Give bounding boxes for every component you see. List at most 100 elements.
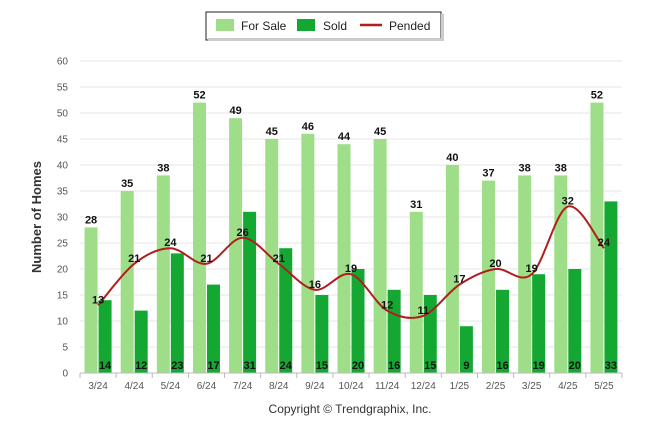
- bar-for-sale: [518, 175, 532, 373]
- data-label-pended: 11: [417, 305, 429, 317]
- x-tick-label: 2/25: [486, 381, 506, 392]
- x-tick-label: 6/24: [197, 381, 217, 392]
- bar-sold: [243, 211, 257, 373]
- bar-for-sale: [301, 133, 315, 373]
- y-tick-label: 15: [57, 291, 69, 302]
- data-label-sold: 31: [243, 360, 255, 372]
- data-label-pended: 21: [273, 253, 285, 265]
- y-tick-label: 30: [57, 213, 69, 224]
- legend-label-sold: Sold: [323, 19, 347, 33]
- data-label-pended: 17: [453, 274, 465, 286]
- bar-sold: [351, 269, 365, 373]
- bar-sold: [279, 248, 293, 373]
- data-label-pended: 19: [345, 263, 357, 275]
- data-label-for-sale: 45: [266, 126, 278, 138]
- series-line-pended: [97, 205, 605, 319]
- legend-label-pended: Pended: [389, 19, 430, 33]
- data-label-pended: 24: [598, 237, 611, 249]
- bar-for-sale: [445, 165, 459, 373]
- bar-sold: [604, 201, 618, 373]
- data-label-pended: 19: [526, 263, 538, 275]
- y-tick-label: 5: [62, 343, 68, 354]
- legend-frame: [205, 11, 442, 41]
- data-label-sold: 20: [569, 360, 581, 372]
- bar-sold: [98, 300, 112, 373]
- x-tick-label: 9/24: [305, 381, 325, 392]
- data-label-for-sale: 46: [302, 121, 314, 133]
- data-label-for-sale: 38: [157, 162, 169, 174]
- data-label-for-sale: 38: [519, 162, 531, 174]
- data-label-sold: 15: [424, 360, 436, 372]
- x-tick-label: 7/24: [233, 381, 253, 392]
- bar-for-sale: [84, 227, 98, 373]
- data-label-for-sale: 31: [410, 199, 422, 211]
- data-label-sold: 15: [316, 360, 328, 372]
- data-label-for-sale: 38: [555, 162, 567, 174]
- x-tick-label: 12/24: [411, 381, 436, 392]
- bars: [84, 102, 618, 373]
- y-tick-label: 0: [62, 369, 68, 380]
- data-label-sold: 20: [352, 360, 364, 372]
- bar-sold: [315, 295, 329, 373]
- bar-for-sale: [120, 191, 134, 373]
- data-labels: 28 14 35 12 38 23 52 17 49 31 45 24 46 15 44 20 45 16 31 15…: [85, 90, 617, 372]
- y-tick-label: 10: [57, 317, 69, 328]
- data-label-sold: 16: [388, 360, 400, 372]
- data-label-pended: 32: [562, 196, 574, 208]
- data-label-sold: 14: [99, 360, 112, 372]
- x-tick-label: 3/24: [88, 381, 108, 392]
- data-label-pended: 21: [200, 253, 212, 265]
- pended-line: [97, 205, 605, 319]
- data-label-sold: 19: [533, 360, 545, 372]
- data-label-sold: 24: [280, 360, 293, 372]
- data-label-pended: 13: [92, 294, 104, 306]
- data-label-for-sale: 49: [229, 105, 241, 117]
- bar-sold: [459, 326, 473, 373]
- bar-for-sale: [554, 175, 568, 373]
- legend-swatch-sold: [297, 19, 315, 31]
- bar-sold: [206, 284, 220, 373]
- data-label-for-sale: 40: [446, 152, 458, 164]
- x-tick-label: 10/24: [338, 381, 363, 392]
- x-tick-label: 11/24: [375, 381, 400, 392]
- bar-for-sale: [373, 139, 387, 373]
- data-label-sold: 23: [171, 360, 183, 372]
- x-tick-label: 8/24: [269, 381, 289, 392]
- x-tick-label: 4/25: [558, 381, 578, 392]
- bar-for-sale: [409, 211, 423, 373]
- legend-shadow: [208, 38, 443, 41]
- y-tick-label: 40: [57, 161, 69, 172]
- bar-sold: [496, 289, 510, 373]
- x-tick-label: 4/24: [124, 381, 144, 392]
- data-label-sold: 17: [207, 360, 219, 372]
- bar-for-sale: [482, 180, 496, 373]
- bar-for-sale: [229, 118, 243, 373]
- bar-for-sale: [337, 144, 351, 373]
- x-tick-label: 1/25: [450, 381, 470, 392]
- data-label-sold: 12: [135, 360, 147, 372]
- data-label-pended: 24: [164, 237, 177, 249]
- x-tick-label: 5/25: [594, 381, 614, 392]
- data-label-pended: 26: [236, 227, 248, 239]
- data-label-for-sale: 44: [338, 131, 351, 143]
- bar-sold: [387, 289, 401, 373]
- data-label-pended: 20: [489, 258, 501, 270]
- copyright-text: Copyright © Trendgraphix, Inc.: [269, 402, 432, 416]
- data-label-pended: 21: [128, 253, 140, 265]
- y-tick-label: 20: [57, 265, 69, 276]
- legend-label-for-sale: For Sale: [241, 19, 287, 33]
- bar-sold: [568, 269, 582, 373]
- bar-for-sale: [192, 102, 206, 373]
- x-tick-label: 3/25: [522, 381, 542, 392]
- data-label-pended: 16: [309, 279, 321, 291]
- bar-sold: [532, 274, 546, 373]
- y-tick-label: 25: [57, 239, 69, 250]
- y-tick-label: 50: [57, 109, 69, 120]
- y-tick-label: 45: [57, 135, 69, 146]
- data-label-sold: 9: [463, 360, 469, 372]
- data-label-for-sale: 28: [85, 214, 97, 226]
- bar-for-sale: [156, 175, 170, 373]
- bar-sold: [170, 253, 184, 373]
- y-tick-label: 60: [57, 57, 69, 68]
